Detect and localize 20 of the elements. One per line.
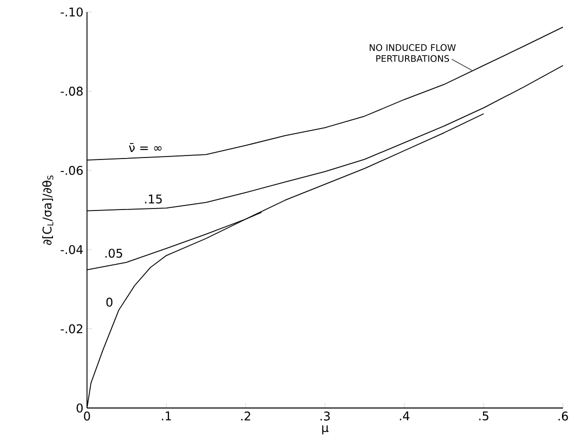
y-tick-label: -.02 xyxy=(60,324,82,334)
y-tick-label: -.06 xyxy=(60,166,83,175)
x-tick-label: .1 xyxy=(162,412,171,420)
y-tick-label: 0 xyxy=(76,403,83,413)
x-tick-label: .6 xyxy=(558,412,568,421)
series-label: 0 xyxy=(106,298,112,307)
x-tick-label: .2 xyxy=(241,412,250,420)
series-label: ν̄ = ∞ xyxy=(128,143,162,152)
y-tick-label: -.08 xyxy=(60,86,83,96)
x-tick-label: .5 xyxy=(479,412,488,420)
y-tick-label: -.04 xyxy=(60,245,83,254)
y-axis-title: ∂[C$_{L}$/σa]/∂θ$_{S}$ xyxy=(42,176,54,245)
x-tick-label: .4 xyxy=(400,412,410,420)
x-tick-label: 0 xyxy=(84,412,90,421)
series-label: .15 xyxy=(145,194,162,204)
x-axis-title: μ xyxy=(322,425,329,434)
y-tick-label: -.10 xyxy=(60,7,83,17)
series-label: .05 xyxy=(105,248,122,258)
x-tick-label: .3 xyxy=(320,412,330,421)
annotation: NO INDUCED FLOW PERTURBATIONS xyxy=(370,44,456,62)
